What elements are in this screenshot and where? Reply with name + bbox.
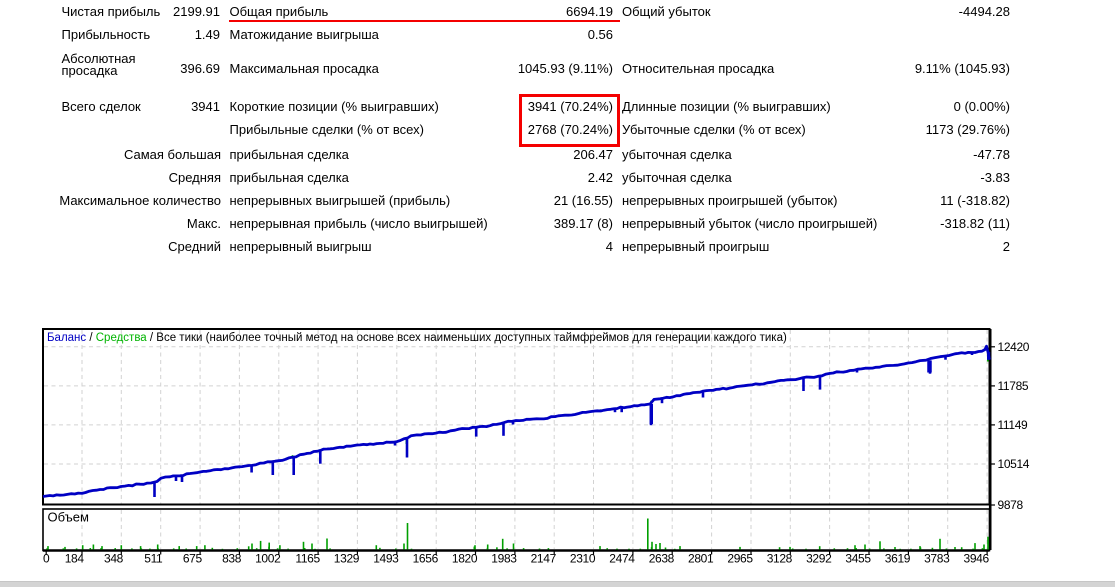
svg-text:3128: 3128 bbox=[767, 552, 793, 566]
svg-text:11149: 11149 bbox=[998, 418, 1029, 432]
svg-text:1002: 1002 bbox=[255, 552, 281, 566]
svg-text:2965: 2965 bbox=[727, 552, 753, 566]
svg-text:1329: 1329 bbox=[334, 552, 360, 566]
svg-text:3619: 3619 bbox=[885, 552, 911, 566]
svg-text:511: 511 bbox=[144, 552, 163, 566]
svg-text:0: 0 bbox=[43, 552, 50, 566]
svg-text:1820: 1820 bbox=[452, 552, 478, 566]
svg-text:11785: 11785 bbox=[998, 379, 1029, 393]
svg-text:2474: 2474 bbox=[609, 552, 635, 566]
svg-text:675: 675 bbox=[183, 552, 203, 566]
svg-text:2147: 2147 bbox=[531, 552, 557, 566]
svg-text:Объем: Объем bbox=[48, 510, 89, 525]
svg-text:184: 184 bbox=[65, 552, 85, 566]
svg-text:10514: 10514 bbox=[998, 457, 1030, 471]
svg-text:3455: 3455 bbox=[845, 552, 871, 566]
svg-text:1493: 1493 bbox=[373, 552, 399, 566]
svg-text:Баланс / Средства / Все тики (: Баланс / Средства / Все тики (наиболее т… bbox=[47, 332, 787, 344]
svg-text:1165: 1165 bbox=[295, 552, 320, 566]
svg-text:3783: 3783 bbox=[924, 552, 950, 566]
svg-text:3292: 3292 bbox=[806, 552, 832, 566]
svg-text:2638: 2638 bbox=[649, 552, 675, 566]
svg-text:2801: 2801 bbox=[688, 552, 714, 566]
svg-text:9878: 9878 bbox=[998, 498, 1024, 512]
svg-text:838: 838 bbox=[222, 552, 242, 566]
svg-text:12420: 12420 bbox=[998, 340, 1030, 354]
svg-text:3946: 3946 bbox=[964, 552, 990, 566]
svg-text:2310: 2310 bbox=[570, 552, 596, 566]
svg-text:1656: 1656 bbox=[413, 552, 439, 566]
svg-text:348: 348 bbox=[104, 552, 124, 566]
svg-text:1983: 1983 bbox=[491, 552, 517, 566]
